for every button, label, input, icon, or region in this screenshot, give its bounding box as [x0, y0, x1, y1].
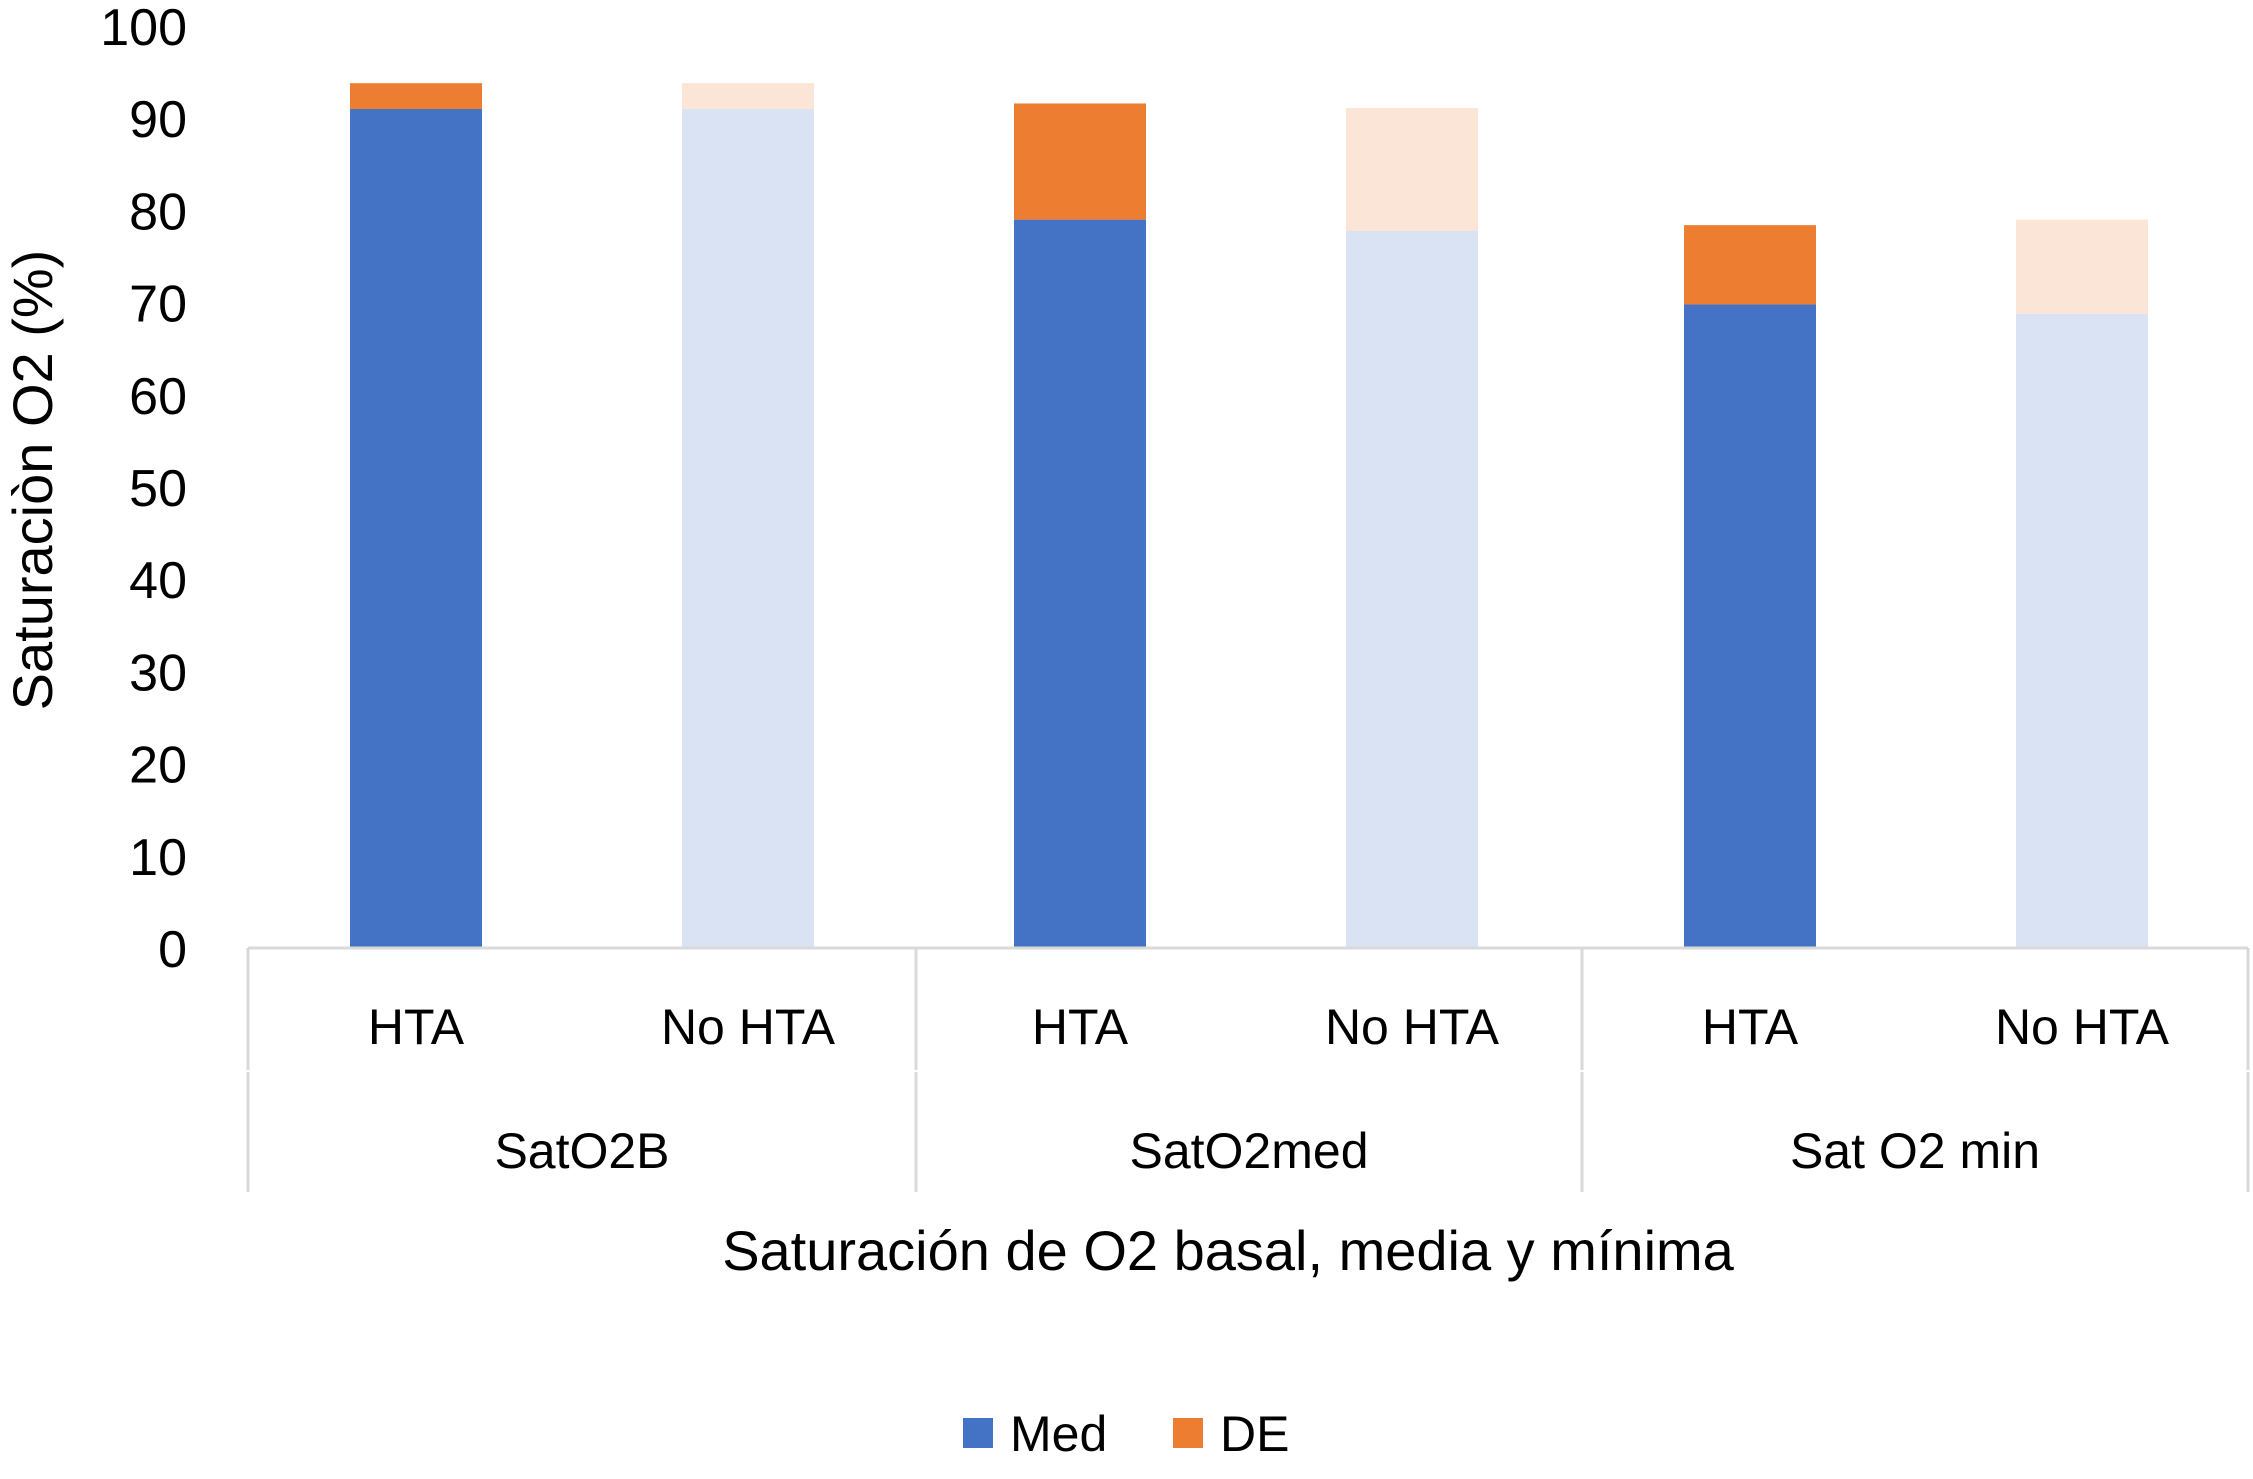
x-group-label: SatO2med — [1129, 1123, 1368, 1179]
bar-med-hta — [350, 108, 482, 949]
bar-de-no-hta — [2016, 219, 2148, 314]
x-axis-title: Saturación de O2 basal, media y mínima — [722, 1219, 1734, 1282]
x-tick-label: HTA — [1702, 999, 1799, 1055]
legend-label-de: DE — [1220, 1406, 1289, 1462]
legend: Med DE — [963, 1406, 1289, 1462]
x-group-label: Sat O2 min — [1790, 1123, 2040, 1179]
x-group-label: SatO2B — [494, 1123, 669, 1179]
legend-swatch-med — [963, 1418, 993, 1448]
y-axis-title: Saturaciòn O2 (%) — [1, 250, 64, 711]
bar-de-no-hta — [1346, 108, 1478, 231]
legend-label-med: Med — [1010, 1406, 1107, 1462]
x-tick-label: HTA — [368, 999, 465, 1055]
y-axis-ticks: 0 10 20 30 40 50 60 70 80 90 100 — [100, 0, 187, 979]
x-axis-group-labels: SatO2B SatO2med Sat O2 min — [494, 1123, 2040, 1179]
y-tick-label: 10 — [129, 829, 187, 887]
x-axis-category-labels: HTA No HTA HTA No HTA HTA No HTA — [368, 999, 2170, 1055]
y-tick-label: 100 — [100, 0, 187, 57]
bar-med-no-hta — [2016, 313, 2148, 948]
y-tick-label: 70 — [129, 276, 187, 334]
y-tick-label: 40 — [129, 552, 187, 610]
category-axis-lines — [246, 946, 2250, 1192]
x-tick-label: HTA — [1032, 999, 1129, 1055]
y-tick-label: 90 — [129, 91, 187, 149]
y-tick-label: 80 — [129, 183, 187, 241]
bar-de-hta — [1684, 225, 1816, 305]
bar-med-hta — [1684, 304, 1816, 949]
bar-de-hta — [350, 83, 482, 109]
bar-med-hta — [1014, 219, 1146, 948]
bar-med-no-hta — [682, 108, 814, 949]
bar-med-no-hta — [1346, 230, 1478, 948]
y-tick-label: 30 — [129, 644, 187, 702]
bar-de-hta — [1014, 103, 1146, 220]
y-tick-label: 60 — [129, 368, 187, 426]
x-tick-label: No HTA — [661, 999, 836, 1055]
legend-swatch-de — [1173, 1418, 1203, 1448]
bar-de-no-hta — [682, 83, 814, 109]
x-tick-label: No HTA — [1325, 999, 1500, 1055]
y-tick-label: 0 — [158, 921, 187, 979]
x-tick-label: No HTA — [1995, 999, 2170, 1055]
y-tick-label: 20 — [129, 737, 187, 795]
bars — [350, 83, 2148, 949]
y-tick-label: 50 — [129, 460, 187, 518]
